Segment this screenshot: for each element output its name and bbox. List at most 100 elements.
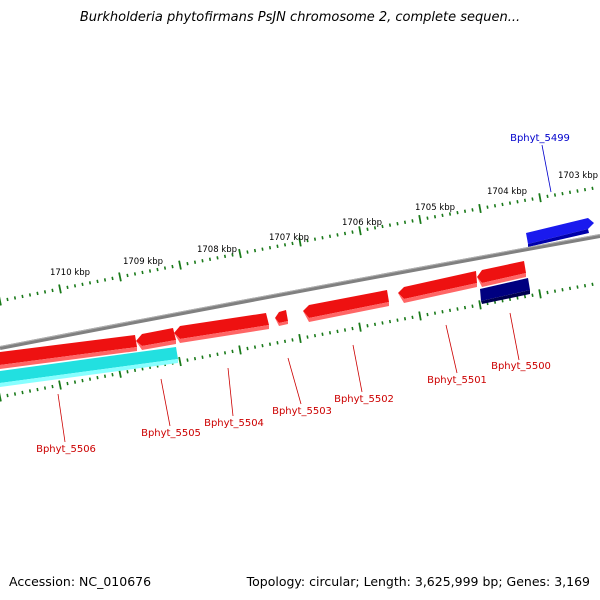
outer-minor-tick: [321, 236, 324, 240]
label-bphyt-5502[interactable]: Bphyt_5502: [334, 394, 394, 405]
outer-minor-tick: [231, 253, 234, 257]
inner-minor-tick: [456, 307, 459, 311]
inner-minor-tick: [201, 355, 204, 359]
inner-minor-tick: [103, 374, 107, 378]
inner-minor-tick: [276, 341, 279, 345]
inner-major-tick: [478, 300, 482, 310]
outer-minor-tick: [133, 272, 137, 276]
outer-minor-tick: [493, 204, 497, 208]
outer-minor-tick: [193, 260, 197, 264]
inner-minor-tick: [433, 311, 437, 315]
inner-minor-tick: [133, 368, 137, 373]
outer-minor-tick: [66, 285, 69, 290]
inner-minor-tick: [568, 286, 572, 291]
outer-minor-tick: [253, 248, 257, 253]
inner-minor-tick: [186, 358, 189, 362]
gene-bphyt-5503[interactable]: [275, 310, 288, 326]
inner-minor-tick: [96, 375, 99, 380]
inner-minor-tick: [561, 288, 564, 292]
inner-minor-tick: [111, 372, 114, 377]
outer-minor-tick: [13, 296, 17, 300]
kbp-label-1706: 1706 kbp: [342, 218, 382, 228]
label-bphyt-5501[interactable]: Bphyt_5501: [427, 375, 487, 386]
kbp-label-1703: 1703 kbp: [558, 171, 598, 181]
outer-minor-tick: [291, 241, 294, 246]
outer-minor-tick: [171, 264, 174, 269]
kbp-label-1709: 1709 kbp: [123, 257, 163, 267]
gene-bphyt-5502[interactable]: [303, 290, 389, 322]
label-bphyt-5504[interactable]: Bphyt_5504: [204, 418, 264, 429]
label-bphyt-5499[interactable]: Bphyt_5499: [510, 133, 570, 144]
inner-minor-tick: [223, 351, 227, 355]
inner-minor-tick: [21, 390, 24, 395]
inner-minor-tick: [126, 370, 129, 374]
outer-major-tick: [178, 260, 182, 270]
inner-minor-tick: [463, 305, 467, 310]
inner-minor-tick: [373, 322, 377, 327]
inner-minor-tick: [516, 296, 519, 300]
outer-minor-tick: [36, 291, 39, 296]
inner-minor-tick: [28, 389, 32, 393]
inner-minor-tick: [313, 333, 317, 338]
inner-minor-tick: [591, 282, 594, 287]
inner-minor-tick: [381, 321, 384, 325]
inner-minor-tick: [576, 285, 579, 289]
gene-bphyt-5499[interactable]: [526, 218, 594, 247]
gene-bphyt-5501[interactable]: [398, 271, 477, 303]
outer-minor-tick: [73, 284, 77, 288]
outer-tick-track: [0, 186, 594, 306]
inner-minor-tick: [216, 352, 219, 357]
inner-minor-tick: [246, 346, 249, 351]
outer-minor-tick: [411, 219, 414, 223]
gene-bphyt-5505[interactable]: [136, 328, 176, 350]
gene-bphyt-5504[interactable]: [174, 313, 269, 343]
outer-minor-tick: [553, 193, 557, 197]
inner-minor-tick: [306, 335, 309, 339]
outer-minor-tick: [163, 266, 167, 270]
outer-minor-tick: [576, 189, 579, 193]
gene-bphyt-5501-arrow[interactable]: [477, 261, 526, 287]
outer-minor-tick: [516, 200, 519, 204]
outer-minor-tick: [591, 186, 594, 191]
outer-minor-tick: [568, 190, 572, 195]
gene-bphyt-5506[interactable]: [0, 347, 178, 387]
kbp-label-1707: 1707 kbp: [269, 233, 309, 243]
outer-minor-tick: [583, 187, 587, 192]
inner-minor-tick: [36, 387, 39, 392]
inner-major-tick: [358, 322, 362, 332]
outer-minor-tick: [283, 243, 287, 247]
outer-minor-tick: [471, 208, 474, 212]
label-bphyt-5506[interactable]: Bphyt_5506: [36, 444, 96, 455]
inner-minor-tick: [343, 328, 347, 332]
gene-bphyt-5505b[interactable]: [0, 335, 137, 369]
outer-major-tick: [358, 226, 362, 236]
inner-major-tick: [298, 333, 302, 344]
outer-minor-tick: [448, 212, 452, 216]
inner-tick-track: [0, 282, 594, 402]
outer-minor-tick: [388, 223, 392, 227]
outer-minor-tick: [508, 201, 512, 205]
inner-minor-tick: [546, 290, 549, 295]
outer-minor-tick: [103, 278, 107, 282]
outer-minor-tick: [156, 267, 159, 272]
outer-minor-tick: [403, 220, 407, 225]
kbp-label-1705: 1705 kbp: [415, 203, 455, 213]
label-bphyt-5503[interactable]: Bphyt_5503: [272, 406, 332, 417]
label-bphyt-5500[interactable]: Bphyt_5500: [491, 361, 551, 372]
accession-label: Accession: NC_010676: [9, 574, 152, 589]
inner-minor-tick: [523, 294, 527, 299]
inner-minor-tick: [403, 317, 407, 321]
inner-minor-tick: [73, 380, 77, 384]
outer-minor-tick: [328, 234, 332, 239]
outer-minor-tick: [261, 247, 264, 251]
inner-minor-tick: [6, 393, 9, 398]
label-bphyt-5505[interactable]: Bphyt_5505: [141, 428, 201, 439]
inner-minor-tick: [411, 315, 414, 320]
inner-minor-tick: [208, 354, 212, 358]
outer-minor-tick: [43, 290, 47, 294]
inner-minor-tick: [13, 392, 17, 396]
outer-minor-tick: [373, 226, 377, 230]
gene-bphyt-5500[interactable]: [480, 278, 530, 304]
inner-major-tick: [178, 356, 182, 367]
